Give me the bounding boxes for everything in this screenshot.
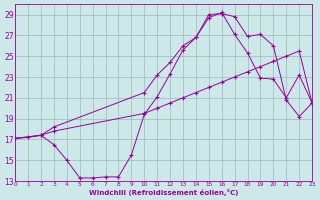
X-axis label: Windchill (Refroidissement éolien,°C): Windchill (Refroidissement éolien,°C) bbox=[89, 189, 238, 196]
